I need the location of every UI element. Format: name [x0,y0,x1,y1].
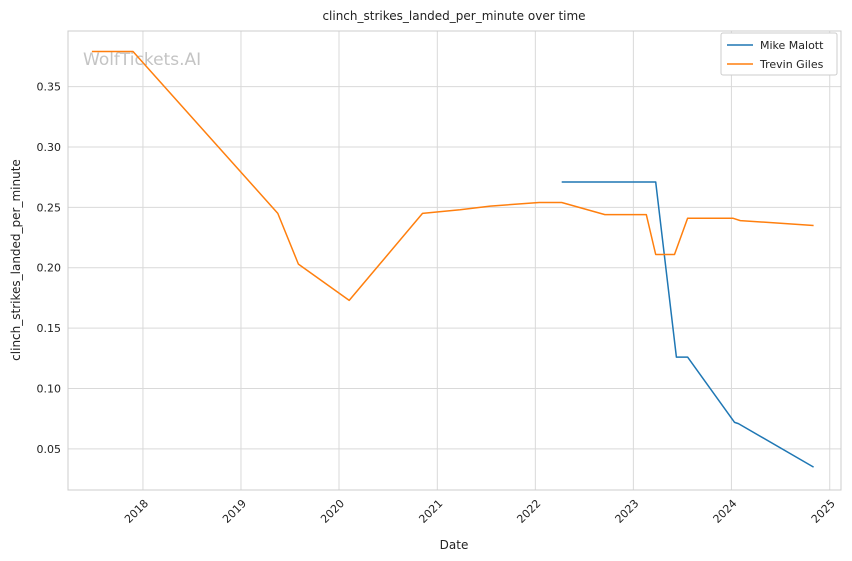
legend-label: Mike Malott [760,39,824,52]
series-line [561,181,814,468]
chart-title: clinch_strikes_landed_per_minute over ti… [322,9,585,23]
grid [68,31,841,490]
y-tick-label: 0.10 [37,383,62,396]
y-tick-label: 0.25 [37,201,62,214]
y-tick-label: 0.35 [37,81,62,94]
x-axis-label: Date [440,538,469,552]
series-line [91,50,814,302]
y-tick-label: 0.05 [37,443,62,456]
watermark: WolfTickets.AI [83,50,201,70]
y-tick-label: 0.30 [37,141,62,154]
legend-label: Trevin Giles [759,58,824,71]
series-layer [91,50,814,468]
y-tick-label: 0.20 [37,262,62,275]
legend: Mike Malott Trevin Giles [720,32,838,76]
plot-area [67,30,842,491]
y-axis-label: clinch_strikes_landed_per_minute [9,159,23,361]
y-tick-label: 0.15 [37,322,62,335]
